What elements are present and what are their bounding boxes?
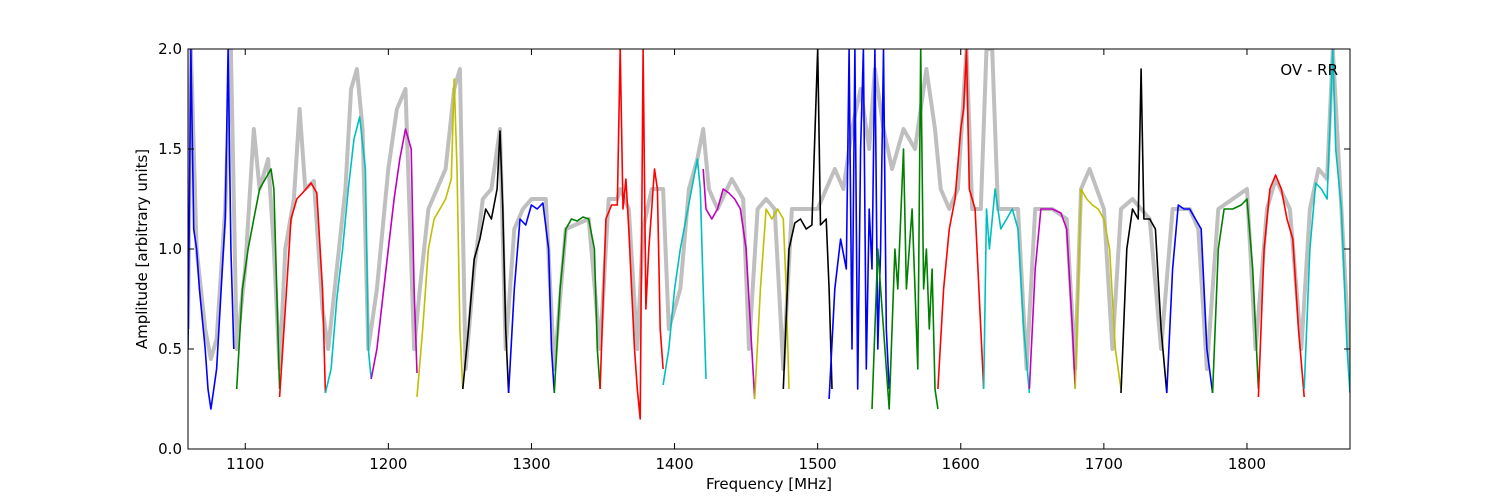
plot-lines <box>188 49 1350 420</box>
y-tick-label: 2.0 <box>158 40 182 58</box>
y-tick-label: 0.0 <box>158 440 182 458</box>
axis-ticks: 1100 1200 1300 1400 1500 1600 1700 1800 0.0 0.5 1.… <box>158 40 1350 473</box>
series-line-18 <box>982 188 1031 394</box>
series-line-20 <box>1074 188 1122 390</box>
x-tick-label: 1400 <box>655 455 693 473</box>
series-line-19 <box>1028 208 1076 390</box>
series-line-12 <box>702 168 756 400</box>
y-tick-label: 1.0 <box>158 240 182 258</box>
series-line-4 <box>324 116 372 394</box>
series-line-17 <box>937 49 985 390</box>
x-tick-label: 1200 <box>369 455 407 473</box>
series-line-24 <box>1257 174 1305 398</box>
series-line-13 <box>753 208 790 400</box>
series-line-9 <box>553 216 601 394</box>
series-line-3 <box>278 182 327 398</box>
series-line-6 <box>416 78 464 398</box>
series-line-7 <box>462 130 510 394</box>
x-tick-label: 1600 <box>942 455 980 473</box>
x-tick-label: 1700 <box>1085 455 1123 473</box>
series-line-22 <box>1166 204 1214 394</box>
series-line-25 <box>1303 49 1350 394</box>
x-tick-label: 1100 <box>226 455 264 473</box>
series-line-21 <box>1120 68 1168 394</box>
x-tick-label: 1300 <box>512 455 550 473</box>
series-line-23 <box>1211 198 1260 394</box>
series-line-14 <box>782 49 833 390</box>
y-tick-label: 0.5 <box>158 340 182 358</box>
y-tick-label: 1.5 <box>158 140 182 158</box>
background-trace-line <box>188 49 1350 371</box>
x-tick-label: 1800 <box>1228 455 1266 473</box>
series-line-15 <box>828 49 890 400</box>
y-axis-label: Amplitude [arbitrary units] <box>133 149 151 349</box>
series-line-5 <box>370 128 418 380</box>
series-line-16 <box>871 49 939 410</box>
series-line-1 <box>188 49 235 410</box>
series-line-8 <box>507 202 556 394</box>
series-line-10 <box>599 49 664 420</box>
x-tick-label: 1500 <box>799 455 837 473</box>
series-line-2 <box>235 168 281 390</box>
x-axis-label: Frequency [MHz] <box>706 475 832 493</box>
series-line-11 <box>662 158 707 386</box>
chart-annotation: OV - RR <box>1280 61 1338 79</box>
